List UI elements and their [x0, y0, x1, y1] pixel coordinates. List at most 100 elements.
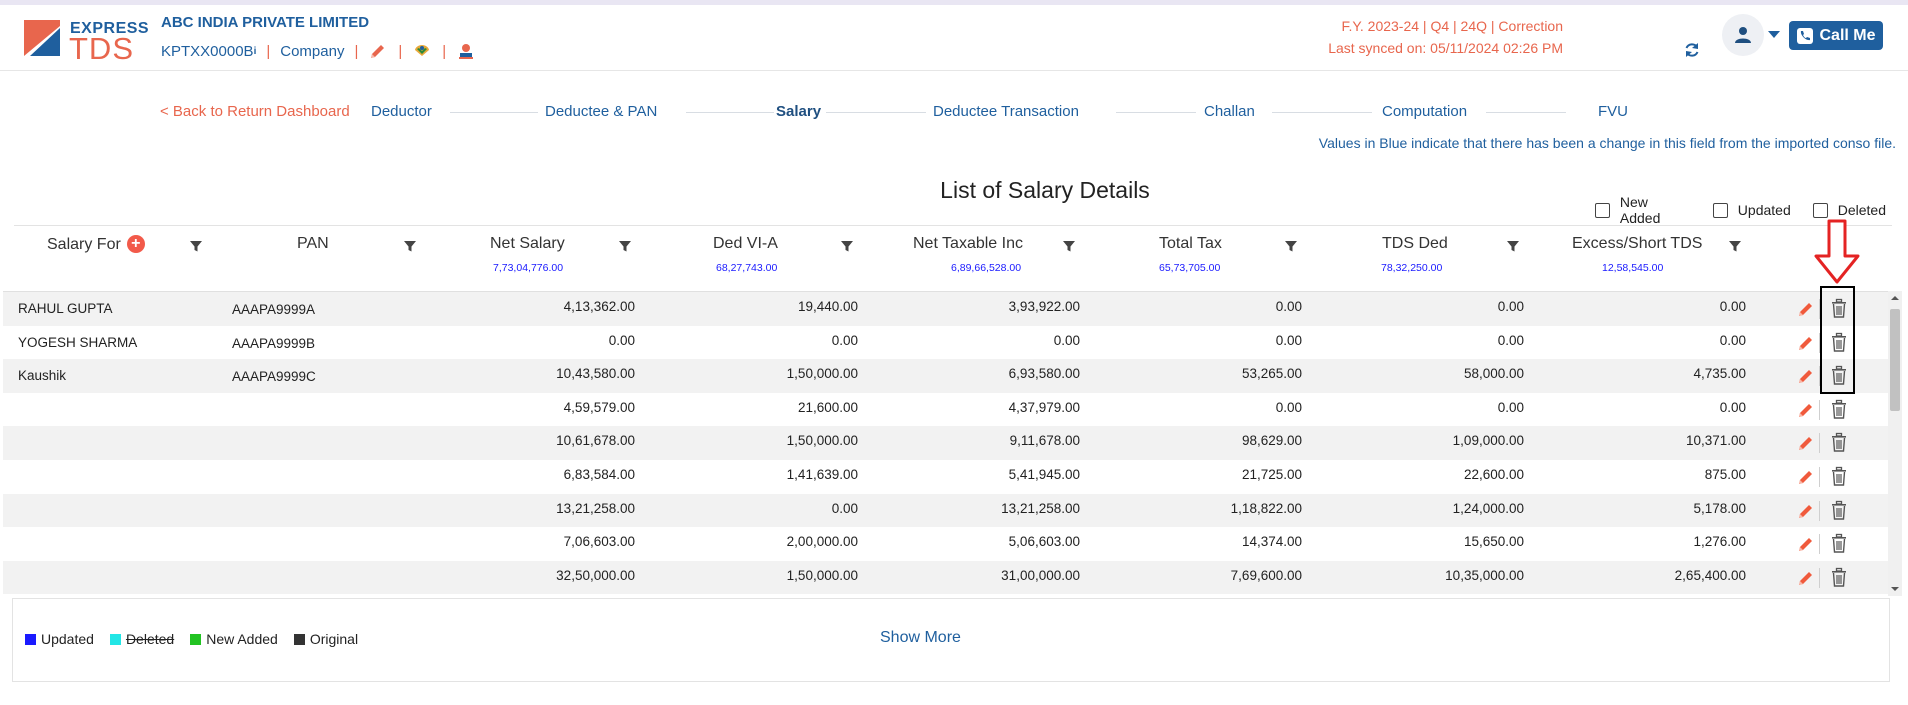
step-deductee-transaction[interactable]: Deductee Transaction [933, 103, 1079, 120]
edit-pencil-icon[interactable] [1796, 400, 1816, 420]
total-ded-via: 68,27,743.00 [716, 262, 778, 274]
total-net-taxable-inc: 6,89,66,528.00 [951, 262, 1022, 274]
scroll-up-arrow-icon[interactable] [1888, 293, 1902, 303]
step-deductor[interactable]: Deductor [371, 103, 432, 120]
step-fvu[interactable]: FVU [1598, 103, 1628, 120]
table-row: 7,06,603.00 2,00,000.00 5,06,603.00 14,374.… [3, 527, 1888, 561]
scroll-down-arrow-icon[interactable] [1888, 584, 1902, 594]
total-tax-cell: 53,265.00 [1241, 366, 1302, 382]
trash-delete-icon[interactable] [1830, 500, 1848, 521]
step-connector [686, 112, 774, 113]
step-salary[interactable]: Salary [776, 103, 822, 120]
excess-short-tds-cell: 2,65,400.00 [1674, 567, 1746, 583]
net-taxable-inc-cell: 4,37,979.00 [1008, 399, 1080, 415]
delete-column-highlight [1820, 286, 1855, 394]
ded-via-cell: 19,440.00 [797, 299, 858, 314]
filter-funnel-icon[interactable] [1506, 239, 1520, 253]
trash-delete-icon[interactable] [1830, 399, 1848, 420]
filter-updated[interactable]: Updated [1712, 202, 1791, 218]
separator: | [354, 42, 359, 60]
net-salary-cell: 13,21,258.00 [556, 500, 635, 516]
table-scrollbar[interactable] [1888, 291, 1902, 596]
filter-funnel-icon[interactable] [618, 239, 632, 253]
express-tds-logo[interactable]: EXPRESS TDS [20, 16, 149, 64]
total-tax-cell: 98,629.00 [1241, 433, 1302, 449]
filter-funnel-icon[interactable] [1728, 239, 1742, 253]
net-taxable-inc-cell: 13,21,258.00 [1001, 500, 1080, 516]
total-tax-cell: 0.00 [1275, 299, 1302, 314]
add-salary-button[interactable]: + [126, 235, 145, 253]
income-tax-emblem-icon[interactable] [412, 41, 432, 61]
net-salary-cell: 10,61,678.00 [556, 433, 635, 449]
step-connector [1486, 112, 1566, 113]
filter-funnel-icon[interactable] [403, 239, 417, 253]
blue-values-info-note: Values in Blue indicate that there has b… [1318, 135, 1896, 151]
trash-delete-icon[interactable] [1830, 432, 1848, 453]
tds-ded-cell: 15,650.00 [1463, 534, 1524, 550]
excess-short-tds-cell: 5,178.00 [1693, 500, 1746, 516]
excess-short-tds-cell: 0.00 [1719, 299, 1746, 314]
excess-short-tds-cell: 875.00 [1704, 467, 1746, 482]
traces-portal-icon[interactable] [456, 41, 476, 61]
total-tax-cell: 1,18,822.00 [1230, 500, 1302, 516]
filter-funnel-icon[interactable] [189, 239, 203, 253]
refresh-sync-icon[interactable] [1683, 41, 1701, 59]
ded-via-cell: 1,50,000.00 [786, 366, 858, 382]
tan-info-icon[interactable]: i [253, 45, 257, 57]
filter-deleted[interactable]: Deleted [1812, 202, 1886, 218]
tds-ded-cell: 0.00 [1497, 299, 1524, 314]
annotation-down-arrow-icon [1814, 219, 1860, 284]
step-deductee-pan[interactable]: Deductee & PAN [545, 103, 658, 120]
phone-icon [1797, 27, 1814, 44]
excess-short-tds-cell: 4,735.00 [1693, 366, 1746, 382]
trash-delete-icon[interactable] [1830, 466, 1848, 487]
trash-delete-icon[interactable] [1830, 567, 1848, 588]
net-taxable-inc-cell: 0.00 [1053, 332, 1080, 348]
logo-express-text: EXPRESS [70, 20, 150, 37]
last-synced-text: Last synced on: 05/11/2024 02:26 PM [1328, 40, 1563, 56]
filter-funnel-icon[interactable] [1284, 239, 1298, 253]
pan-cell: AAAPA9999A [232, 302, 316, 317]
total-tax-cell: 21,725.00 [1241, 467, 1302, 482]
edit-pencil-icon[interactable] [1796, 467, 1816, 487]
call-me-button[interactable]: Call Me [1789, 21, 1883, 50]
trash-delete-icon[interactable] [1830, 533, 1848, 554]
scroll-thumb[interactable] [1890, 309, 1900, 411]
total-tax-cell: 14,374.00 [1241, 534, 1302, 550]
call-me-label: Call Me [1819, 26, 1876, 44]
filter-new-added[interactable]: New Added [1595, 194, 1691, 226]
separator: | [398, 42, 403, 60]
edit-pencil-icon[interactable] [1796, 433, 1816, 453]
trash-delete-icon[interactable] [1830, 298, 1848, 319]
chevron-down-icon[interactable] [1768, 31, 1780, 38]
edit-pencil-icon[interactable] [1796, 534, 1816, 554]
deleted-checkbox[interactable] [1812, 202, 1828, 218]
table-row: 32,50,000.00 1,50,000.00 31,00,000.00 7,69,… [3, 560, 1888, 595]
back-to-dashboard-link[interactable]: < Back to Return Dashboard [160, 103, 350, 120]
user-avatar[interactable] [1722, 14, 1764, 56]
trash-delete-icon[interactable] [1830, 332, 1848, 353]
edit-pencil-icon[interactable] [1796, 568, 1816, 588]
new-added-checkbox[interactable] [1595, 202, 1610, 218]
step-computation[interactable]: Computation [1382, 103, 1468, 120]
step-challan[interactable]: Challan [1204, 103, 1255, 120]
edit-pencil-icon[interactable] [1796, 501, 1816, 521]
filter-funnel-icon[interactable] [1062, 239, 1076, 253]
total-total-tax: 65,73,705.00 [1159, 262, 1221, 274]
edit-pencil-icon[interactable] [1796, 333, 1816, 353]
legend-label: Deleted [125, 631, 175, 647]
excess-short-tds-cell: 1,276.00 [1693, 534, 1746, 550]
updated-checkbox[interactable] [1712, 202, 1728, 218]
total-excess-short-tds: 12,58,545.00 [1602, 262, 1664, 274]
filter-funnel-icon[interactable] [840, 239, 854, 253]
edit-pencil-icon[interactable] [368, 41, 388, 61]
total-net-salary: 7,73,04,776.00 [493, 262, 564, 274]
edit-pencil-icon[interactable] [1796, 299, 1816, 319]
salary-table-body: RAHUL GUPTA AAAPA9999A 4,13,362.00 19,440.0… [3, 291, 1888, 596]
edit-pencil-icon[interactable] [1796, 366, 1816, 386]
step-connector [826, 112, 926, 113]
show-more-button[interactable]: Show More [880, 629, 961, 646]
net-salary-cell: 6,83,584.00 [563, 467, 635, 482]
step-connector [450, 112, 538, 113]
trash-delete-icon[interactable] [1830, 365, 1848, 386]
